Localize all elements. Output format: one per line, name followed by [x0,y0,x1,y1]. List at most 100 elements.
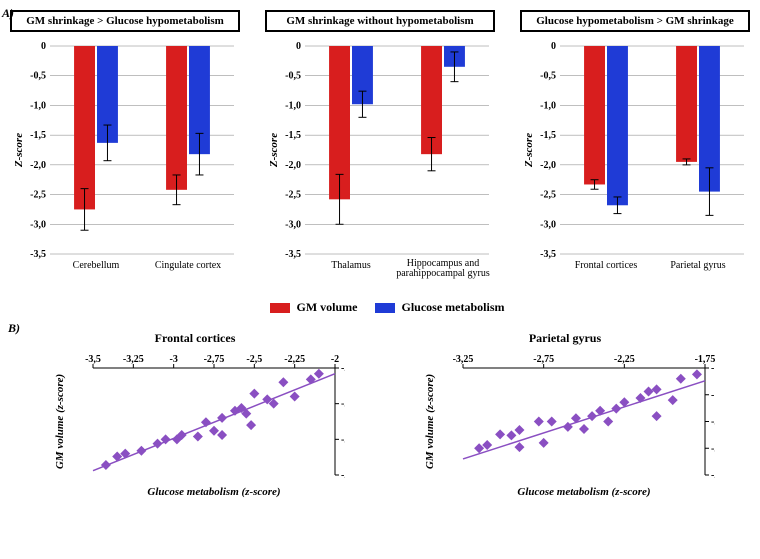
scatter-row: Frontal cortices-3,5-3,25-3-2,75-2,5-2,2… [10,331,750,503]
scatter-point [668,395,678,405]
scatter-point [579,424,589,434]
scatter-point [587,411,597,421]
scatter-point [539,438,549,448]
svg-text:Z-score: Z-score [523,133,535,168]
svg-text:-2,5: -2,5 [246,354,262,365]
scatter-point [290,392,300,402]
svg-text:Cingulate cortex: Cingulate cortex [155,260,221,271]
svg-text:-3: -3 [169,354,177,365]
scatter-svg: -3,5-3,25-3-2,75-2,5-2,25-2-2-2,25-2,5-2… [45,348,345,503]
svg-text:GM volume (z-score): GM volume (z-score) [424,374,436,469]
scatter-point [652,384,662,394]
scatter-point [506,431,516,441]
scatter-point [136,446,146,456]
bar-gm [74,46,95,209]
bar-chart-group: GM shrinkage > Glucose hypometabolism0-0… [10,10,240,290]
svg-text:-2,5: -2,5 [341,434,345,445]
legend: GM volume Glucose metabolism [10,300,750,315]
svg-text:-2,75: -2,75 [533,354,554,365]
svg-text:-2: -2 [331,354,339,365]
svg-text:-2,5: -2,5 [540,190,556,201]
svg-text:Frontal cortices: Frontal cortices [575,260,638,271]
scatter-point [217,430,227,440]
scatter-point [644,387,654,397]
svg-text:Thalamus: Thalamus [331,260,371,271]
scatter-point [534,417,544,427]
legend-label-glucose: Glucose metabolism [402,300,505,314]
legend-swatch-gm [270,303,290,313]
svg-text:-1,75: -1,75 [711,390,715,401]
svg-text:Glucose metabolism (z-score): Glucose metabolism (z-score) [517,486,650,498]
svg-text:-2,0: -2,0 [30,160,46,171]
svg-text:-0,5: -0,5 [540,71,556,82]
scatter-point [201,417,211,427]
svg-text:-0,5: -0,5 [30,71,46,82]
scatter-plot: Frontal cortices-3,5-3,25-3-2,75-2,5-2,2… [45,331,345,503]
scatter-title: Frontal cortices [45,331,345,346]
svg-text:0: 0 [296,41,301,52]
bar-chart-svg: 0-0,5-1,0-1,5-2,0-2,5-3,0-3,5Z-scoreCere… [10,40,240,290]
svg-text:-2,0: -2,0 [540,160,556,171]
svg-text:-2,25: -2,25 [711,443,715,454]
svg-text:-2,75: -2,75 [204,354,225,365]
scatter-point [514,425,524,435]
svg-text:parahippocampal gyrus: parahippocampal gyrus [396,268,490,279]
svg-text:Parietal gyrus: Parietal gyrus [670,260,725,271]
svg-text:-2,5: -2,5 [30,190,46,201]
svg-text:-2: -2 [711,417,715,428]
scatter-point [101,460,111,470]
bar-chart-title: Glucose hypometabolism > GM shrinkage [520,10,750,32]
bar-chart-group: Glucose hypometabolism > GM shrinkage 0 -0… [520,10,750,290]
scatter-point [249,389,259,399]
scatter-point [217,413,227,423]
svg-text:-1,0: -1,0 [540,101,556,112]
svg-text:-3,5: -3,5 [285,249,301,260]
scatter-point [603,417,613,427]
legend-swatch-glucose [375,303,395,313]
svg-text:-2: -2 [341,363,345,374]
regression-line [463,381,705,459]
svg-text:-1,5: -1,5 [711,363,715,374]
scatter-point [209,426,219,436]
bar-chart-svg: 0-0,5-1,0-1,5-2,0-2,5-3,0-3,5Z-scoreFron… [520,40,750,290]
scatter-title: Parietal gyrus [415,331,715,346]
scatter-point [514,442,524,452]
scatter-point [278,377,288,387]
bar-glucose [607,46,628,205]
scatter-point [314,369,324,379]
scatter-svg: -3,25-2,75-2,25-1,75-1,5-1,75-2-2,25-2,5… [415,348,715,503]
svg-text:-1,0: -1,0 [30,101,46,112]
regression-line [93,374,335,471]
svg-text:-2,5: -2,5 [285,190,301,201]
svg-text:-3,25: -3,25 [123,354,144,365]
bar-chart-group: GM shrinkage without hypometabolism0-0,5… [265,10,495,290]
svg-text:-1,5: -1,5 [30,130,46,141]
svg-text:-1,0: -1,0 [285,101,301,112]
scatter-point [495,429,505,439]
svg-text:-2,0: -2,0 [285,160,301,171]
svg-text:0: 0 [551,41,556,52]
bar-chart-svg: 0-0,5-1,0-1,5-2,0-2,5-3,0-3,5Z-scoreThal… [265,40,495,290]
bar-chart-title: GM shrinkage without hypometabolism [265,10,495,32]
scatter-point [306,375,316,385]
svg-text:-2,5: -2,5 [711,470,715,481]
svg-text:-2,25: -2,25 [341,399,345,410]
svg-text:-2,25: -2,25 [284,354,305,365]
bar-gm [584,46,605,184]
svg-text:-2,75: -2,75 [341,470,345,481]
scatter-point [635,393,645,403]
svg-text:Z-score: Z-score [268,133,280,168]
bar-chart-title: GM shrinkage > Glucose hypometabolism [10,10,240,32]
scatter-point [611,404,621,414]
svg-text:-1,5: -1,5 [285,130,301,141]
bar-gm [676,46,697,162]
svg-text:-1,5: -1,5 [540,130,556,141]
bar-gm [166,46,187,190]
scatter-point [676,374,686,384]
scatter-point [652,411,662,421]
scatter-point [692,370,702,380]
scatter-point [547,417,557,427]
scatter-plot: Parietal gyrus-3,25-2,75-2,25-1,75-1,5-1… [415,331,715,503]
svg-text:-3,0: -3,0 [285,219,301,230]
svg-text:-3,25: -3,25 [453,354,474,365]
